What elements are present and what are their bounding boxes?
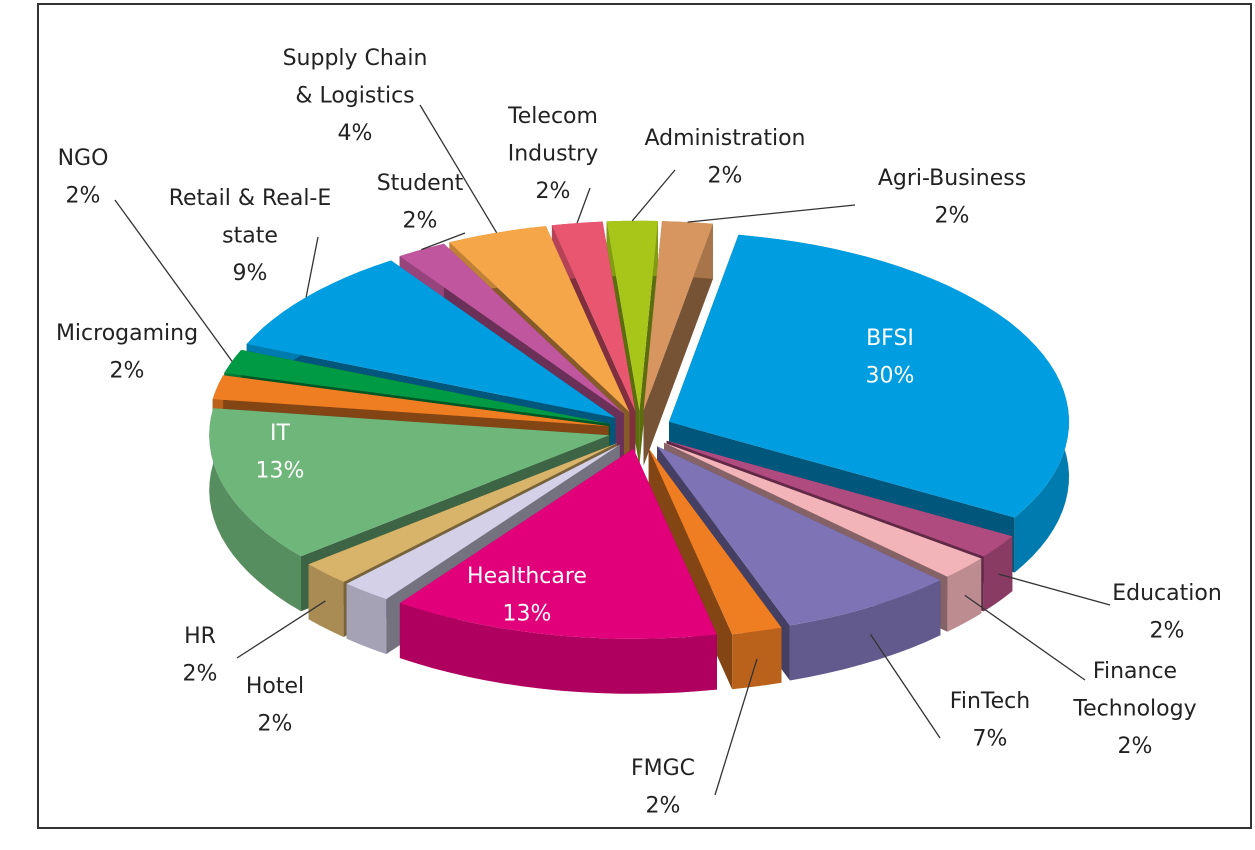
slice-label: Finance Technology <box>1072 659 1196 722</box>
leader-line <box>714 658 758 796</box>
leader-line <box>687 204 856 223</box>
slice-value-label: 13% <box>256 459 305 484</box>
leader-line <box>305 236 319 298</box>
slice-value-label: 2% <box>935 204 970 229</box>
slice-top <box>308 443 617 582</box>
slice-top <box>399 243 624 414</box>
slice-value-label: 2% <box>1118 734 1153 759</box>
slice-top <box>551 221 636 411</box>
slice-label: Administration <box>645 126 806 151</box>
slice-wall <box>308 564 344 637</box>
leader-line <box>869 634 941 739</box>
slice-top <box>449 226 630 412</box>
slice-value-label: 30% <box>866 364 915 389</box>
slice-top <box>209 408 610 557</box>
leader-line <box>576 187 591 224</box>
slice-top <box>246 260 616 418</box>
slice-value-label: 2% <box>536 179 571 204</box>
slice-label: NGO <box>58 146 109 171</box>
slice-value-label: 2% <box>1150 619 1185 644</box>
slice-label: Telecom Industry <box>507 104 598 167</box>
slice-top <box>666 440 1013 557</box>
slice-label: Microgaming <box>56 321 198 346</box>
slice-label: Healthcare <box>467 564 587 589</box>
slice-wall <box>789 580 941 681</box>
slice <box>643 221 713 466</box>
slice-wall <box>399 603 717 694</box>
slice-label: Student <box>377 171 464 196</box>
slice-label: HR <box>184 624 216 649</box>
slice-side <box>639 221 658 466</box>
slice-value-label: 9% <box>233 261 268 286</box>
slice-top <box>224 349 610 424</box>
slice-value-label: 13% <box>503 602 552 627</box>
slice-value-label: 4% <box>338 121 373 146</box>
leader-line <box>236 600 326 659</box>
leader-line <box>998 573 1111 606</box>
slice-label: FinTech <box>950 689 1030 714</box>
slice-label: Hotel <box>246 674 304 699</box>
leader-line <box>631 169 676 222</box>
slice-label: Supply Chain & Logistics <box>283 46 428 109</box>
slice-top <box>643 221 713 411</box>
slice-top <box>606 220 658 411</box>
slice-label: Agri-Business <box>878 166 1026 191</box>
slice-value-label: 2% <box>403 209 438 234</box>
slice-wall <box>346 583 387 655</box>
leader-line <box>419 104 498 234</box>
leader-line <box>114 199 233 362</box>
slice-label: Retail & Real-E state <box>169 186 332 249</box>
slice-top <box>669 234 1069 518</box>
slice <box>399 448 717 694</box>
slice-value-label: 2% <box>646 794 681 819</box>
slice-side <box>643 223 713 466</box>
slice-wall <box>209 408 301 612</box>
slice-top <box>399 448 717 639</box>
slice-top <box>346 444 620 600</box>
slice-value-label: 2% <box>110 359 145 384</box>
leader-line <box>421 232 466 251</box>
slice-value-label: 2% <box>258 712 293 737</box>
slice-wall <box>983 536 1013 612</box>
slice-value-label: 2% <box>183 662 218 687</box>
slice-top <box>212 375 609 427</box>
slice-label: BFSI <box>866 326 914 351</box>
slice-label: IT <box>270 421 290 446</box>
slice-value-label: 2% <box>708 164 743 189</box>
slice-label: Education <box>1112 581 1222 606</box>
leader-line <box>964 594 1086 681</box>
slice-side <box>346 444 620 639</box>
slice-wall <box>947 558 982 632</box>
slice-label: FMGC <box>631 756 695 781</box>
slice-top <box>664 442 982 577</box>
slice-value-label: 7% <box>973 727 1008 752</box>
slice-top <box>657 446 941 626</box>
slice-top <box>648 448 782 635</box>
slice-wall <box>732 627 782 690</box>
slice-value-label: 2% <box>66 184 101 209</box>
